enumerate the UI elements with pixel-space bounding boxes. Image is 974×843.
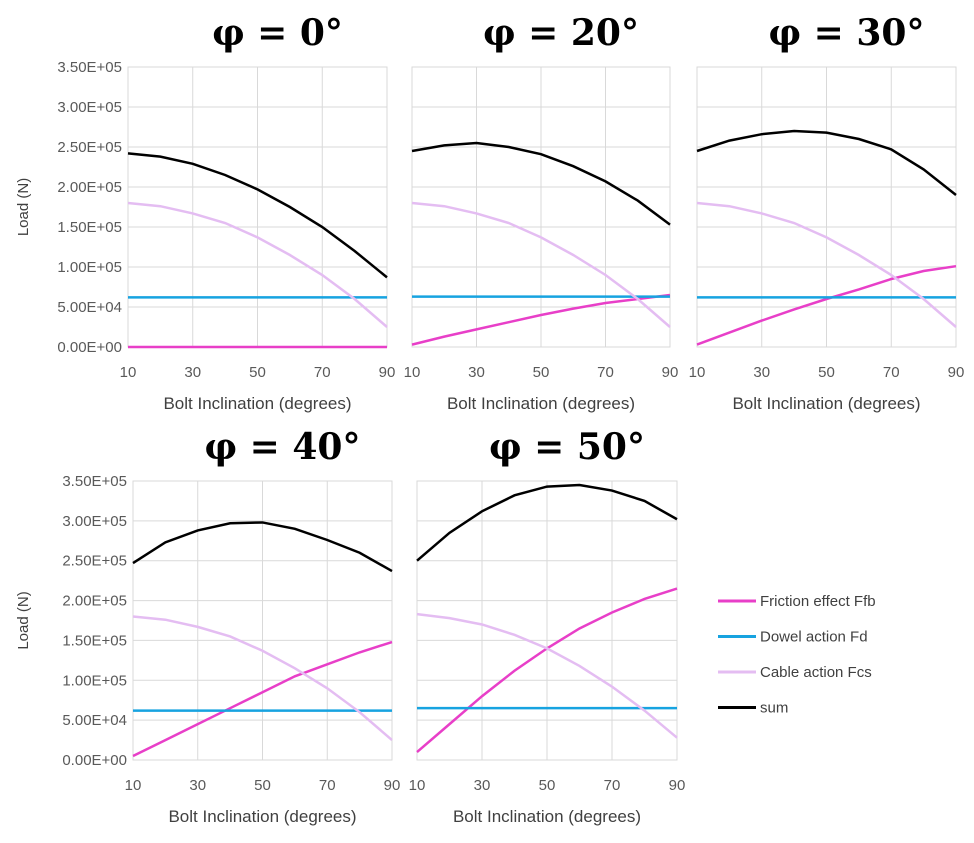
- series-line: [696, 264, 957, 346]
- x-tick-label: 50: [249, 364, 266, 381]
- x-tick-label: 70: [883, 364, 900, 381]
- series-line: [132, 521, 393, 573]
- y-tick-label: 3.50E+05: [57, 59, 122, 76]
- plot-frame: [416, 480, 678, 761]
- y-tick-label: 1.00E+05: [57, 259, 122, 276]
- x-axis-label: Bolt Inclination (degrees): [163, 394, 351, 413]
- y-tick-label: 3.00E+05: [57, 99, 122, 116]
- x-tick-label: 50: [533, 364, 550, 381]
- chart-title: φ = 30°: [769, 12, 925, 54]
- chart-title: φ = 50°: [489, 426, 645, 468]
- y-tick-label: 2.50E+05: [57, 139, 122, 156]
- chart-title: φ = 0°: [212, 12, 343, 54]
- x-tick-label: 90: [948, 364, 965, 381]
- x-axis-label: Bolt Inclination (degrees): [732, 394, 920, 413]
- x-tick-label: 10: [120, 364, 137, 381]
- series-line: [127, 152, 388, 279]
- x-tick-label: 10: [125, 777, 142, 794]
- y-tick-label: 0.00E+00: [57, 339, 122, 356]
- series-line: [411, 293, 671, 346]
- x-axis-label: Bolt Inclination (degrees): [453, 807, 641, 826]
- plot-frame: [411, 66, 671, 348]
- y-tick-label: 3.00E+05: [62, 513, 127, 530]
- series-line: [696, 129, 957, 196]
- y-tick-label: 2.00E+05: [62, 593, 127, 610]
- series-line: [132, 615, 393, 742]
- x-tick-label: 70: [319, 777, 336, 794]
- x-tick-label: 10: [689, 364, 706, 381]
- x-tick-label: 70: [597, 364, 614, 381]
- x-tick-label: 70: [314, 364, 331, 381]
- y-axis-label: Load (N): [15, 591, 32, 649]
- plot-frame: [132, 480, 393, 761]
- y-tick-label: 1.50E+05: [62, 632, 127, 649]
- x-tick-label: 30: [184, 364, 201, 381]
- x-tick-label: 50: [818, 364, 835, 381]
- legend-label: Dowel action Fd: [760, 629, 868, 646]
- series-line: [416, 612, 678, 739]
- series-line: [416, 483, 678, 562]
- x-tick-label: 70: [604, 777, 621, 794]
- y-tick-label: 3.50E+05: [62, 473, 127, 490]
- y-tick-label: 0.00E+00: [62, 752, 127, 769]
- x-tick-label: 30: [753, 364, 770, 381]
- y-tick-label: 2.00E+05: [57, 179, 122, 196]
- y-tick-label: 1.50E+05: [57, 219, 122, 236]
- y-tick-label: 5.00E+04: [62, 712, 127, 729]
- x-tick-label: 30: [468, 364, 485, 381]
- x-tick-label: 90: [384, 777, 401, 794]
- legend-label: Friction effect Ffb: [760, 593, 876, 610]
- x-tick-label: 10: [404, 364, 421, 381]
- legend-label: sum: [760, 700, 788, 717]
- x-tick-label: 50: [254, 777, 271, 794]
- legend-label: Cable action Fcs: [760, 664, 872, 681]
- y-tick-label: 1.00E+05: [62, 672, 127, 689]
- series-line: [696, 201, 957, 328]
- x-axis-label: Bolt Inclination (degrees): [168, 807, 356, 826]
- x-axis-label: Bolt Inclination (degrees): [447, 394, 635, 413]
- x-tick-label: 30: [189, 777, 206, 794]
- series-line: [127, 201, 388, 328]
- series-line: [411, 141, 671, 226]
- series-line: [132, 640, 393, 758]
- x-tick-label: 10: [409, 777, 426, 794]
- x-tick-label: 90: [662, 364, 679, 381]
- chart-title: φ = 20°: [483, 12, 639, 54]
- y-tick-label: 5.00E+04: [57, 299, 122, 316]
- series-line: [411, 201, 671, 328]
- plot-frame: [696, 66, 957, 348]
- x-tick-label: 30: [474, 777, 491, 794]
- y-axis-label: Load (N): [15, 178, 32, 236]
- x-tick-label: 90: [669, 777, 686, 794]
- x-tick-label: 90: [379, 364, 396, 381]
- y-tick-label: 2.50E+05: [62, 553, 127, 570]
- x-tick-label: 50: [539, 777, 556, 794]
- chart-title: φ = 40°: [205, 426, 361, 468]
